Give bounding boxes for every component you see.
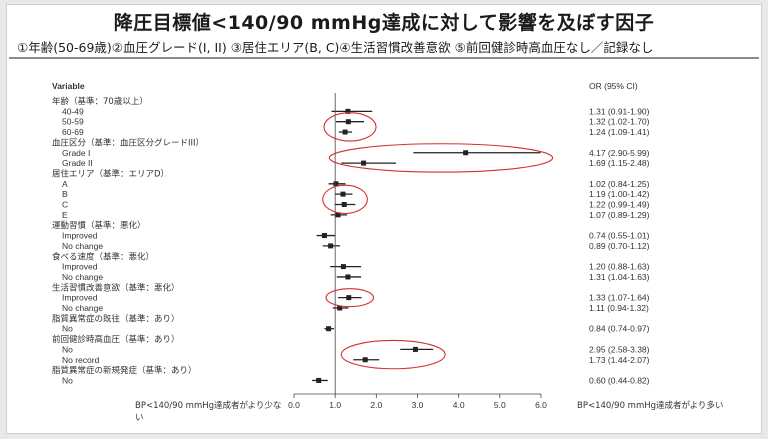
ci-text: 1.24 (1.09-1.41) [589,127,650,137]
or-point [316,377,322,383]
group-label: 脂質異常症の新規発症（基準：あり） [52,365,197,376]
slide: 降圧目標値<140/90 mmHg達成に対して影響を及ぼす因子 ①年齢(50-6… [6,4,762,434]
ci-text: 4.17 (2.90-5.99) [589,148,650,158]
group-label: 運動習慣（基準：悪化） [52,220,146,231]
row-label: Improved [62,231,98,241]
row-label: 60-69 [62,127,84,137]
row-label: C [62,200,68,210]
x-tick-label: 6.0 [535,400,547,410]
or-point [362,357,368,363]
ci-text: 1.31 (1.04-1.63) [589,272,650,282]
or-point [341,202,347,207]
row-label: No [62,375,73,385]
group-label: 居住エリア（基準：エリアD） [52,168,169,179]
or-point [340,191,346,197]
or-point [326,326,332,332]
ci-text: 1.20 (0.88-1.63) [589,262,650,272]
group-label: 食べる速度（基準：悪化） [52,251,154,262]
ci-text: 1.07 (0.89-1.29) [589,210,650,220]
row-label: B [62,189,68,199]
row-label: 40-49 [62,106,84,116]
or-point [346,295,352,301]
row-label: No [62,324,73,334]
ci-text: 0.84 (0.74-0.97) [589,324,650,334]
group-label: 前回健診時高血圧（基準：あり） [52,334,180,345]
highlight-ellipse [340,339,446,370]
ci-text: 1.69 (1.15-2.48) [589,158,650,168]
row-label: E [62,210,68,220]
row-label: Improved [62,293,98,303]
x-tick-label: 3.0 [412,400,424,410]
or-point [335,212,341,218]
slide-subtitle: ①年齢(50-69歳)②血圧グレード(I, II) ③居住エリア(B, C)④生… [17,40,654,55]
highlight-ellipse [323,112,377,142]
x-tick-label: 4.0 [453,400,465,410]
or-point [333,181,339,187]
row-label: Grade I [62,148,90,158]
ci-text: 0.60 (0.44-0.82) [589,375,650,385]
row-label: No change [62,241,103,251]
or-point [342,129,348,135]
or-point [345,274,351,280]
slide-title: 降圧目標値<140/90 mmHg達成に対して影響を及ぼす因子 [113,12,655,34]
or-point [412,346,418,352]
ci-text: 0.89 (0.70-1.12) [589,241,650,251]
or-point [345,108,351,114]
ci-text: 2.95 (2.58-3.38) [589,344,650,354]
group-label: 生活習慣改善意欲（基準：悪化） [52,282,180,293]
row-label: No [62,344,73,354]
row-label: Improved [62,262,98,272]
column-header-variable: Variable [52,81,85,91]
x-tick-label: 1.0 [329,400,341,410]
ci-text: 0.74 (0.55-1.01) [589,231,650,241]
row-label: No change [62,303,103,313]
x-tick-label: 0.0 [288,400,300,410]
x-tick-label: 2.0 [370,400,382,410]
ci-text: 1.32 (1.02-1.70) [589,117,650,127]
row-label: 50-59 [62,117,84,127]
or-point [328,243,334,249]
or-point [345,119,351,125]
ci-text: 1.02 (0.84-1.25) [589,179,650,189]
or-point [361,160,367,166]
title-divider [9,57,759,59]
row-label: No record [62,355,100,365]
ci-text: 1.22 (0.99-1.49) [589,200,650,210]
or-point [463,150,469,156]
footer-left-line1: BP<140/90 mmHg達成者がより少な [135,400,281,411]
footer-left-line2: い [135,413,144,423]
ci-text: 1.31 (0.91-1.90) [589,106,650,116]
highlight-ellipse [328,143,554,173]
group-label: 脂質異常症の既往（基準：あり） [52,313,180,324]
ci-text: 1.11 (0.94-1.32) [589,303,649,313]
ci-text: 1.19 (1.00-1.42) [589,189,650,199]
ci-text: 1.33 (1.07-1.64) [589,293,650,303]
row-label: Grade II [62,158,93,168]
row-label: A [62,179,68,189]
group-label: 年齢（基準：70歳以上） [52,96,148,107]
highlight-ellipse [322,184,368,215]
column-header-or: OR (95% CI) [589,81,638,91]
x-tick-label: 5.0 [494,400,506,410]
highlight-ellipse [325,288,375,308]
group-label: 血圧区分（基準：血圧区分グレードIII） [52,137,204,148]
footer-right-line1: BP<140/90 mmHg達成者がより多い [577,400,723,411]
or-point [337,305,343,311]
row-label: No change [62,272,103,282]
or-point [340,264,346,270]
ci-text: 1.73 (1.44-2.07) [589,355,650,365]
or-point [321,233,327,239]
